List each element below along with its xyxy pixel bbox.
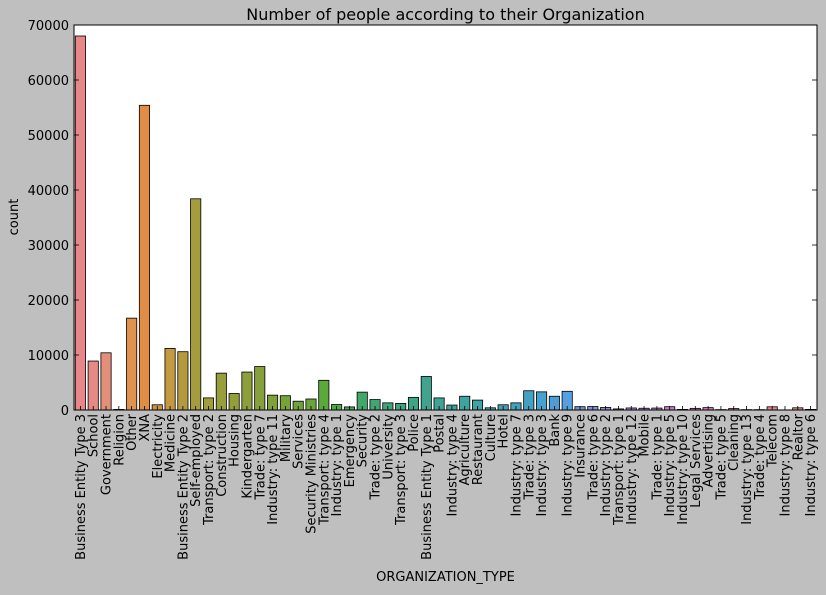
bar-19 [319, 380, 329, 410]
bar-2 [101, 353, 111, 410]
x-axis-ticks: Business Entity Type 3SchoolGovernmentRe… [74, 406, 819, 560]
x-tick-label: Industry: type 6 [804, 414, 819, 516]
bar-4 [127, 318, 137, 410]
y-tick-label: 40000 [28, 184, 69, 199]
y-tick-label: 50000 [28, 129, 69, 144]
y-tick-label: 70000 [28, 19, 69, 34]
chart-title: Number of people according to their Orga… [246, 5, 644, 24]
y-tick-label: 30000 [28, 239, 69, 254]
bar-1 [88, 361, 98, 410]
bar-14 [255, 367, 265, 410]
y-tick-label: 60000 [28, 74, 69, 89]
x-axis-label: ORGANIZATION_TYPE [376, 570, 515, 585]
bar-27 [421, 376, 431, 410]
bar-7 [165, 348, 175, 410]
y-axis-label: count [7, 199, 22, 236]
y-tick-label: 20000 [28, 294, 69, 309]
bar-0 [75, 36, 85, 410]
bar-11 [216, 373, 226, 410]
bar-9 [191, 199, 201, 410]
bar-13 [242, 372, 252, 410]
bar-8 [178, 352, 188, 410]
bar-5 [139, 105, 149, 410]
y-tick-label: 10000 [28, 349, 69, 364]
y-tick-label: 0 [61, 404, 69, 419]
